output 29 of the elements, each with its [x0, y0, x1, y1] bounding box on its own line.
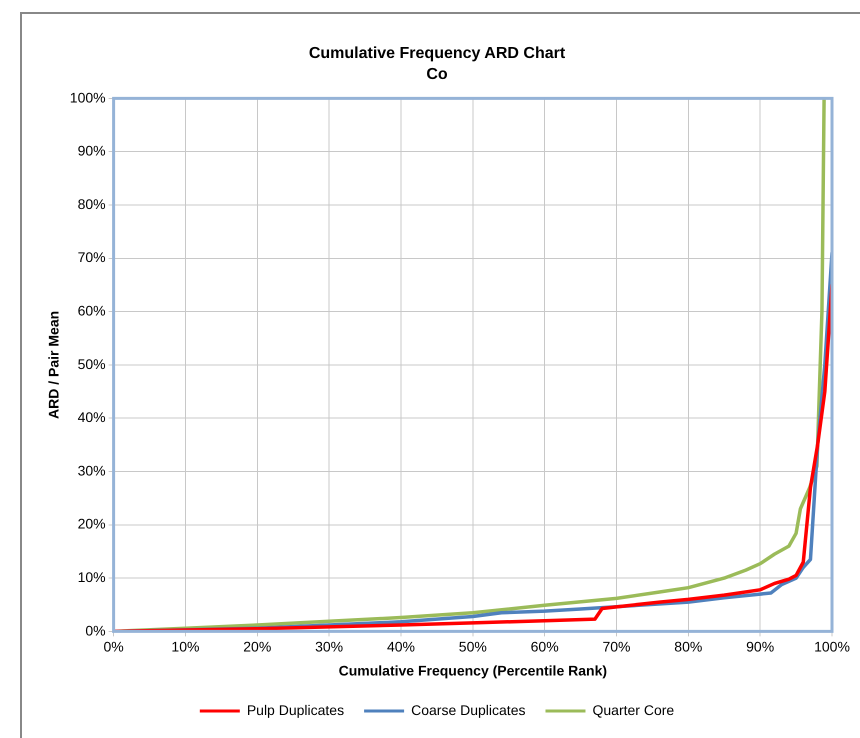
legend-label: Quarter Core: [592, 702, 674, 718]
legend-label: Pulp Duplicates: [246, 702, 344, 718]
x-tick-label: 100%: [814, 638, 850, 655]
x-tick-label: 70%: [602, 638, 630, 655]
legend-label: Coarse Duplicates: [411, 702, 526, 718]
x-tick-label: 60%: [530, 638, 559, 655]
y-tick-label: 60%: [78, 302, 106, 318]
y-tick-label: 40%: [78, 409, 106, 426]
y-tick-label: 80%: [78, 196, 106, 212]
x-tick-label: 50%: [458, 638, 487, 655]
y-tick-label: 100%: [70, 89, 106, 106]
x-tick-label: 40%: [386, 638, 415, 655]
x-tick-label: 0%: [103, 638, 124, 655]
x-tick-label: 80%: [674, 638, 702, 655]
chart-subtitle: Co: [426, 66, 448, 84]
y-axis-title: ARD / Pair Mean: [45, 310, 62, 419]
x-tick-label: 30%: [315, 638, 344, 655]
y-tick-label: 70%: [78, 249, 106, 266]
y-tick-label: 0%: [85, 622, 106, 638]
y-tick-label: 10%: [78, 568, 106, 585]
x-tick-label: 10%: [171, 638, 200, 655]
chart-title: Cumulative Frequency ARD Chart: [308, 45, 566, 62]
y-tick-label: 50%: [78, 356, 106, 372]
y-tick-label: 30%: [78, 462, 106, 478]
x-tick-label: 90%: [746, 638, 774, 655]
x-axis-title: Cumulative Frequency (Percentile Rank): [338, 662, 608, 678]
y-tick-label: 20%: [78, 516, 106, 532]
y-tick-label: 90%: [78, 142, 106, 159]
x-tick-label: 20%: [243, 638, 272, 655]
